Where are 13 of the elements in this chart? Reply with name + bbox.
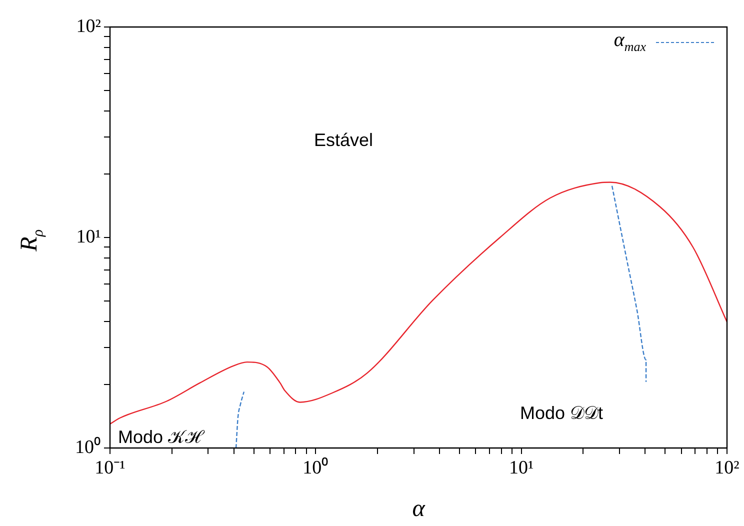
y-tick-label: 10² [76,16,102,37]
y-tick-label: 10⁰ [75,436,101,458]
annotation: Modo 𝒟𝒟t [520,403,604,424]
annotation: Estável [314,130,374,151]
x-tick-label: 10¹ [508,457,534,478]
line-series [611,185,647,383]
x-axis-title: α [411,496,426,523]
x-tick-label: 10² [714,457,740,478]
x-tick-label: 10⁻¹ [94,457,126,478]
legend-label: α$_{max}$ [614,29,646,55]
x-tick-label: 10⁰ [302,456,329,478]
line-series [235,391,245,448]
y-tick-label: 10¹ [76,226,102,248]
